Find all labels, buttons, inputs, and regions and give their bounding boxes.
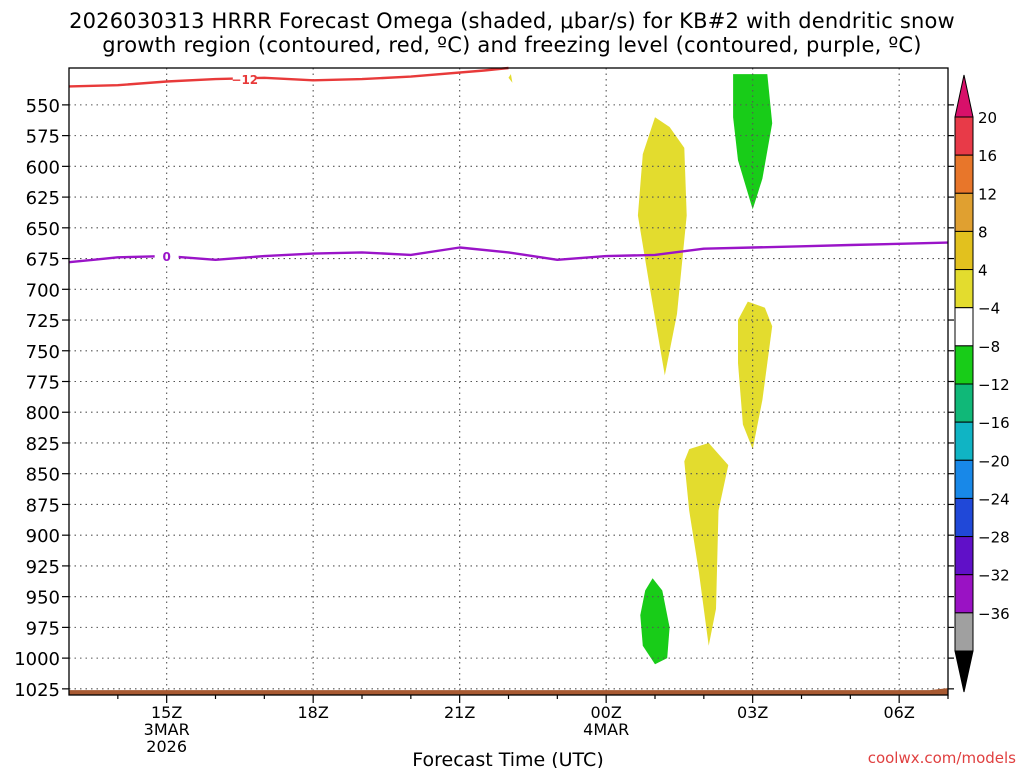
x-tick-label-15-2: 2026	[146, 737, 187, 756]
colorbar-label-13: −36	[978, 605, 1010, 623]
y-tick-label-575: 575	[26, 127, 60, 148]
colorbar-label-12: −32	[978, 567, 1010, 585]
region-yellow-plume-02z	[738, 301, 773, 450]
plot-frame	[68, 67, 949, 696]
x-tick-label-24-0: 00Z	[591, 703, 622, 722]
y-tick-label-925: 925	[26, 557, 60, 578]
contour-lines: −12 0	[68, 66, 949, 264]
colorbar-swatch-5	[954, 307, 974, 347]
colorbar-swatch-12	[954, 574, 974, 614]
colorbar-label-4: 4	[978, 262, 988, 280]
colorbar-swatch-10	[954, 497, 974, 538]
contour-label-freezing-level-0: 0	[162, 250, 170, 264]
colorbar-label-3: 8	[978, 223, 988, 241]
colorbar-swatch-2	[954, 192, 974, 232]
x-axis-label: Forecast Time (UTC)	[412, 749, 603, 768]
y-tick-label-775: 775	[26, 373, 60, 394]
x-tick-label-27-0: 03Z	[737, 703, 768, 722]
colorbar-label-5: −4	[978, 300, 1000, 318]
y-tick-label-625: 625	[26, 188, 60, 209]
chart-title-line1: 2026030313 HRRR Forecast Omega (shaded, …	[69, 9, 955, 33]
x-tick-label-15-0: 15Z	[151, 703, 182, 722]
y-axis: 550 575 600 625 650 675 700 725 750 775 800 825 850 8…	[14, 96, 954, 701]
colorbar-label-0: 20	[978, 109, 997, 127]
x-tick-label-18-0: 18Z	[298, 703, 329, 722]
contour-label-dgz-minus12: −12	[231, 73, 258, 87]
y-tick-label-650: 650	[26, 219, 60, 240]
colorbar: 20 16 12 8 4 −4 −8 −12 −16 −20 −24 −28 −32 −36	[954, 74, 1010, 693]
colorbar-label-6: −8	[978, 338, 1000, 356]
contour-freezing-level-0	[68, 241, 949, 264]
colorbar-label-10: −24	[978, 490, 1010, 508]
y-tick-label-750: 750	[26, 342, 60, 363]
region-yellow-plume-00z	[637, 117, 687, 376]
y-tick-label-1025: 1025	[14, 680, 60, 701]
colorbar-swatch-0	[954, 116, 974, 156]
colorbar-swatch-8	[954, 421, 974, 461]
y-tick-label-550: 550	[26, 96, 60, 117]
colorbar-label-8: −16	[978, 414, 1010, 432]
y-tick-label-800: 800	[26, 403, 60, 424]
colorbar-swatch-3	[954, 230, 974, 271]
colorbar-swatch-11	[954, 536, 974, 576]
region-green-plume-02z	[733, 74, 773, 210]
y-tick-label-825: 825	[26, 434, 60, 455]
colorbar-label-7: −12	[978, 376, 1010, 394]
colorbar-swatch-7	[954, 383, 974, 423]
region-green-blob-00z	[640, 578, 670, 665]
grid-lines	[69, 68, 948, 695]
region-yellow-plume-01z	[684, 443, 729, 646]
x-tick-label-15-1: 3MAR	[144, 720, 190, 739]
omega-shaded-regions	[508, 74, 773, 665]
y-tick-label-850: 850	[26, 465, 60, 486]
y-tick-label-675: 675	[26, 250, 60, 271]
colorbar-swatch-1	[954, 154, 974, 194]
y-tick-label-725: 725	[26, 311, 60, 332]
credit-text: coolwx.com/models	[868, 749, 1016, 767]
contour-label-bg-freezing-level-0	[154, 249, 179, 264]
colorbar-swatch-13	[954, 612, 974, 652]
contour-label-bg-dgz-minus12	[232, 72, 257, 87]
x-tick-label-30-0: 06Z	[884, 703, 915, 722]
colorbar-label-11: −28	[978, 529, 1010, 547]
colorbar-label-9: −20	[978, 452, 1010, 470]
x-tick-label-24-1: 4MAR	[583, 720, 629, 739]
y-tick-label-1000: 1000	[14, 649, 60, 670]
chart-title-line2: growth region (contoured, red, ºC) and f…	[102, 33, 922, 57]
surface-band	[69, 688, 948, 695]
y-tick-label-600: 600	[26, 157, 60, 178]
y-tick-label-975: 975	[26, 618, 60, 639]
colorbar-swatch-6	[954, 345, 974, 385]
y-tick-label-700: 700	[26, 280, 60, 301]
colorbar-swatch-9	[954, 459, 974, 499]
colorbar-label-2: 12	[978, 185, 997, 203]
x-tick-label-21-0: 21Z	[444, 703, 475, 722]
y-tick-label-950: 950	[26, 588, 60, 609]
y-tick-label-875: 875	[26, 495, 60, 516]
contour-dgz-minus12	[68, 66, 509, 88]
region-yellow-sliver-22z	[508, 74, 513, 83]
y-tick-label-900: 900	[26, 526, 60, 547]
surface-terrain-band	[69, 688, 948, 695]
colorbar-label-1: 16	[978, 147, 997, 165]
colorbar-swatch-4	[954, 269, 974, 309]
colorbar-bottom-arrow	[954, 650, 974, 693]
colorbar-top-arrow	[954, 74, 974, 118]
